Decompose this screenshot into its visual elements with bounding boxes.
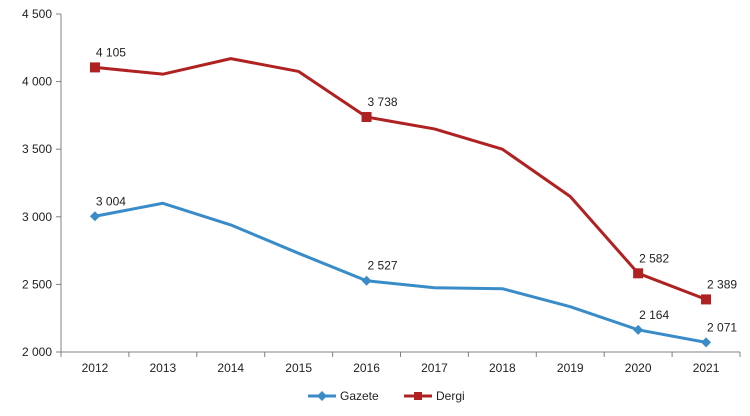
y-tick-label: 2 000 (22, 345, 52, 359)
gazete-point (361, 275, 372, 286)
x-tick-label: 2021 (693, 361, 720, 375)
gazete-legend-marker (317, 391, 327, 401)
x-tick-label: 2020 (625, 361, 652, 375)
dergi-point (633, 268, 644, 279)
y-tick-label: 2 500 (22, 277, 52, 291)
dergi-data-label: 2 389 (707, 277, 737, 291)
gazete-data-label: 2 071 (707, 320, 737, 334)
x-axis-ticks: 2012 2013 2014 2015 2016 2017 2018 2019 2020 2021 (60, 352, 741, 375)
dergi-data-label: 2 582 (639, 251, 669, 265)
gazete-point (633, 324, 644, 335)
gazete-data-label: 3 004 (96, 194, 126, 208)
x-tick-label: 2018 (489, 361, 516, 375)
y-tick-label: 3 500 (22, 142, 52, 156)
gazete-point (89, 211, 100, 222)
dergi-data-label: 3 738 (368, 95, 398, 109)
y-tick-label: 4 000 (22, 75, 52, 89)
dergi-data-label: 4 105 (96, 45, 126, 59)
gazete-legend-label: Gazete (340, 389, 379, 403)
dergi-point (89, 62, 100, 73)
y-axis-ticks: 2 000 2 500 3 000 3 500 4 000 4 500 (22, 7, 61, 359)
y-tick-label: 3 000 (22, 210, 52, 224)
x-tick-label: 2012 (82, 361, 109, 375)
x-tick-label: 2017 (421, 361, 448, 375)
x-tick-label: 2015 (285, 361, 312, 375)
dergi-legend-label: Dergi (436, 389, 465, 403)
dergi-legend-marker (414, 392, 422, 400)
legend: Gazete Dergi (308, 389, 465, 403)
dergi-point (701, 294, 712, 305)
gazete-data-label: 2 164 (639, 308, 669, 322)
x-tick-label: 2013 (149, 361, 176, 375)
chart-axes (60, 14, 740, 353)
x-tick-label: 2014 (217, 361, 244, 375)
x-tick-label: 2016 (353, 361, 380, 375)
gazete-line (94, 201, 707, 344)
data-labels: 3 004 2 527 2 164 2 071 4 105 3 738 2 582 2 389 (96, 45, 737, 334)
dergi-line (94, 57, 707, 301)
x-tick-label: 2019 (557, 361, 584, 375)
series-group (89, 57, 712, 348)
gazete-point (701, 337, 712, 348)
y-tick-label: 4 500 (22, 7, 52, 21)
dergi-point (361, 112, 372, 123)
gazete-data-label: 2 527 (368, 259, 398, 273)
